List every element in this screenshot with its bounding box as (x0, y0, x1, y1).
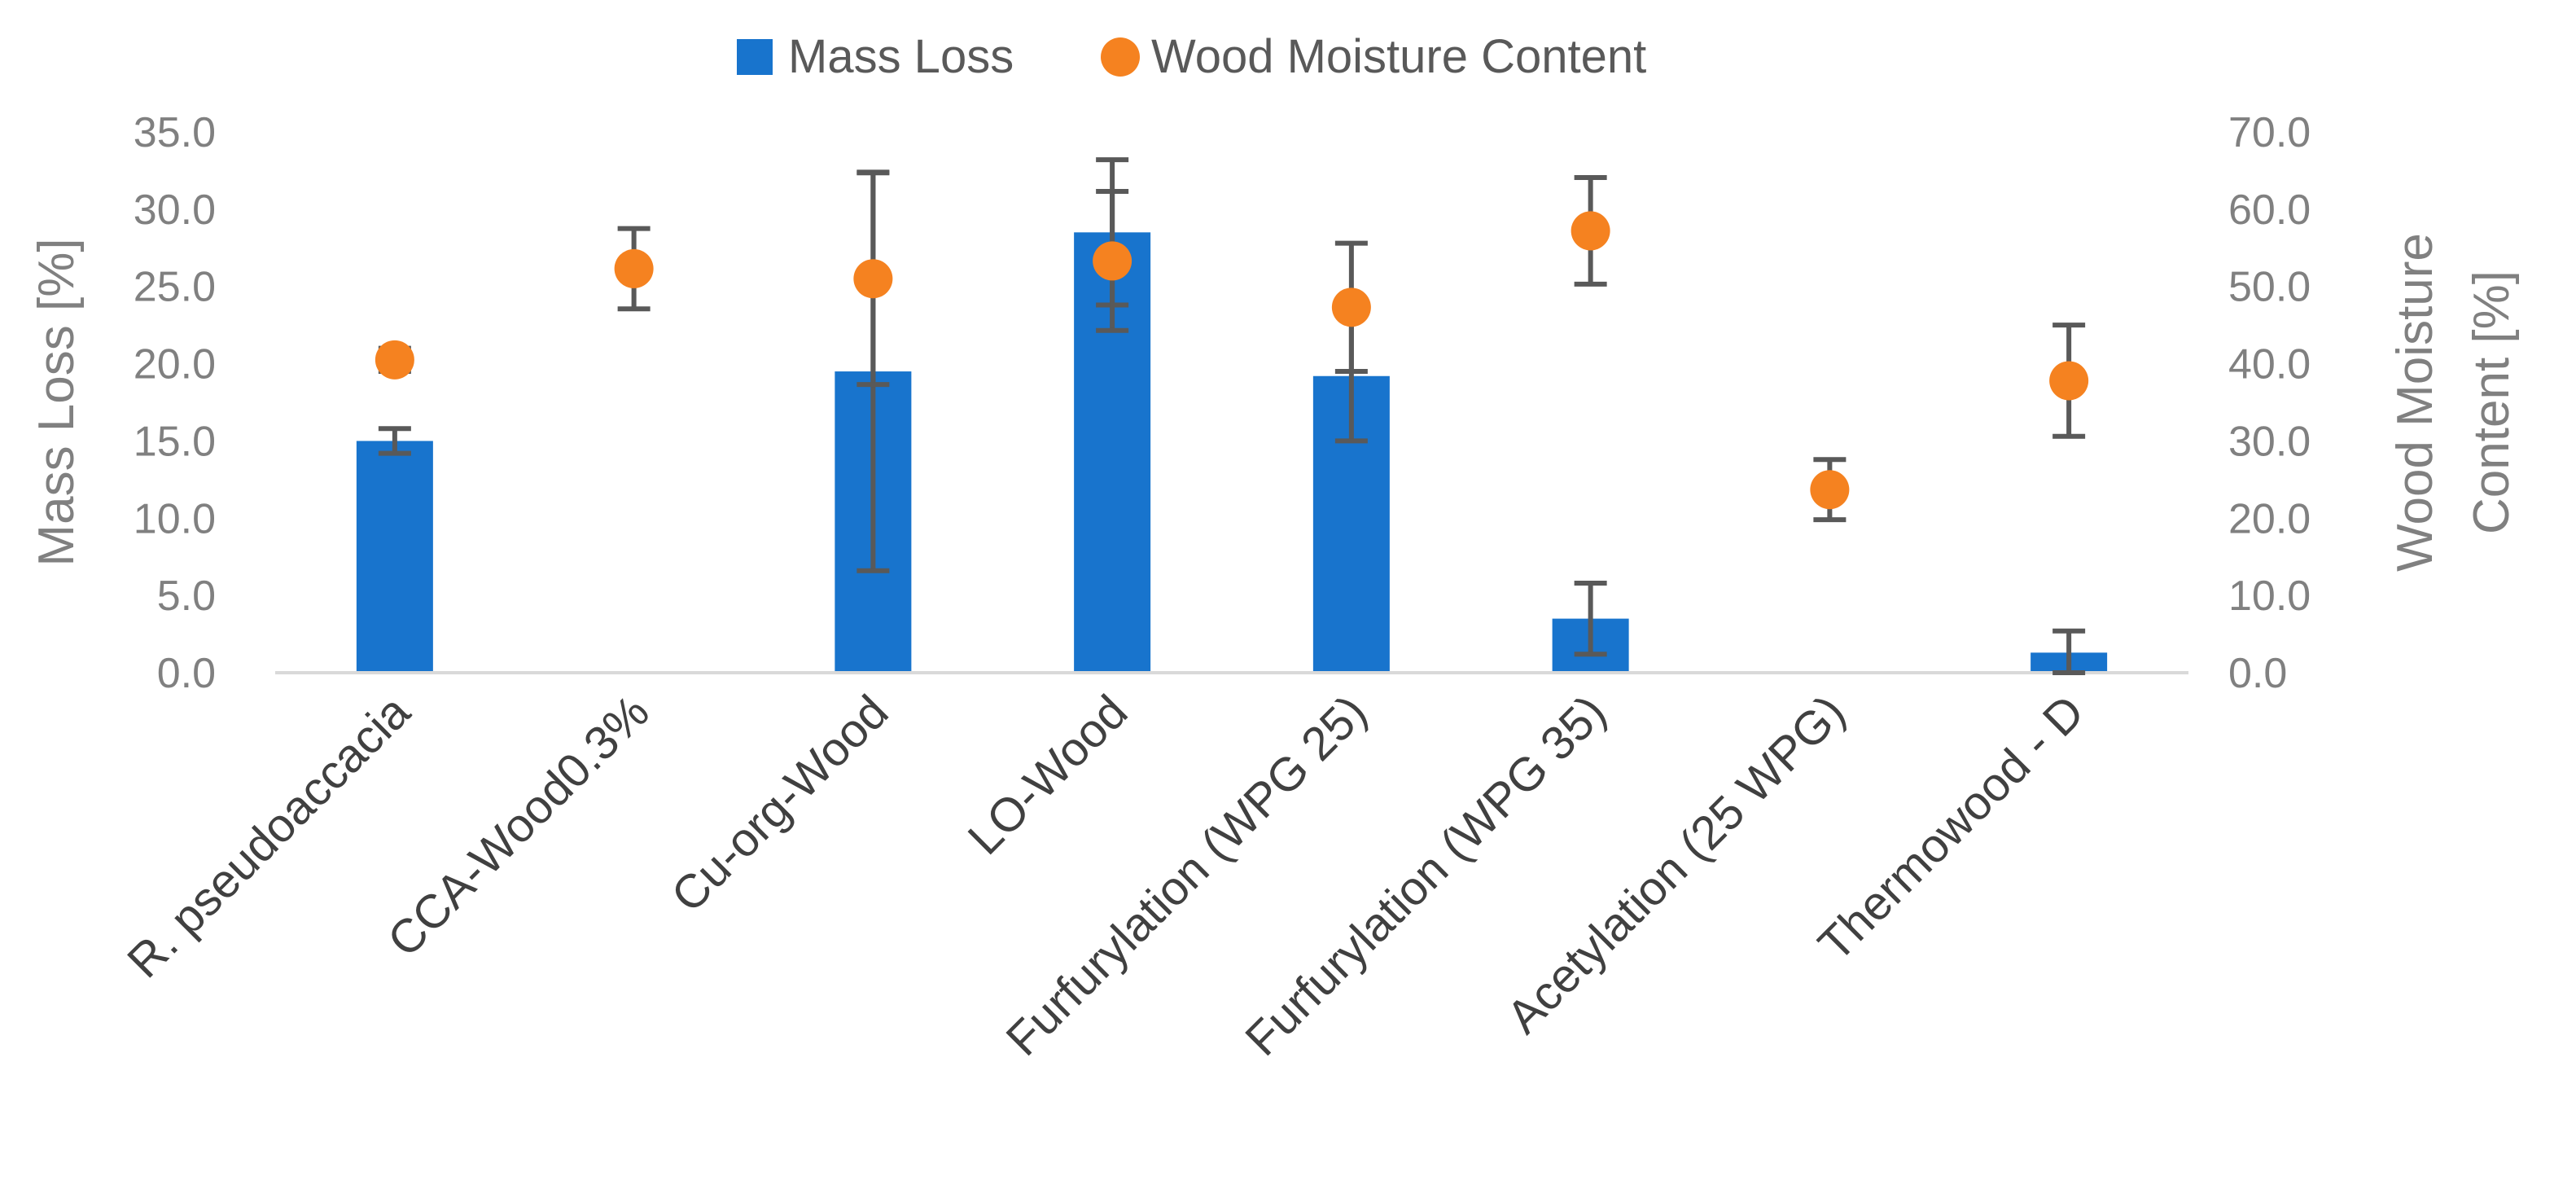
right-tick-label: 10.0 (2228, 573, 2311, 620)
left-axis-ticks: 0.0 5.0 10.0 15.0 20.0 25.0 30.0 35.0 (134, 109, 216, 697)
dot-moisture (1093, 241, 1132, 281)
legend-swatch-moisture (1101, 37, 1140, 77)
right-tick-label: 70.0 (2228, 109, 2311, 156)
legend-label-moisture: Wood Moisture Content (1151, 30, 1646, 83)
category-label: LO-Wood (958, 685, 1138, 865)
error-bar-mass-loss (2052, 628, 2086, 675)
category-label: Cu-org-Wood (661, 685, 898, 922)
dot-moisture (853, 259, 893, 299)
category-label: R. pseudoaccacia (117, 685, 421, 989)
left-axis-title: Mass Loss [%] (28, 238, 85, 566)
right-tick-label: 50.0 (2228, 264, 2311, 311)
right-axis-title-line-2: Content [%] (2464, 270, 2520, 534)
right-axis-title-line-1: Wood Moisture (2387, 233, 2443, 572)
right-axis-ticks: 0.0 10.0 20.0 30.0 40.0 50.0 60.0 70.0 (2228, 109, 2311, 697)
dot-moisture (1331, 287, 1371, 327)
left-tick-label: 5.0 (157, 573, 216, 620)
error-bar-mass-loss (1574, 580, 1607, 657)
legend-swatch-mass-loss (737, 39, 773, 75)
dot-moisture (2049, 361, 2089, 401)
category-label: Thermowood - D (1808, 685, 2094, 971)
right-tick-label: 30.0 (2228, 418, 2311, 465)
legend-label-mass-loss: Mass Loss (788, 30, 1014, 83)
error-bar-mass-loss (378, 426, 411, 456)
dot-moisture (1810, 470, 1850, 510)
moisture-dots (375, 211, 2089, 510)
left-tick-label: 15.0 (134, 418, 216, 465)
legend: Mass Loss Wood Moisture Content (737, 30, 1646, 83)
category-label: CCA-Wood0.3% (378, 685, 659, 967)
dot-moisture (375, 340, 414, 380)
left-tick-label: 30.0 (134, 187, 216, 234)
left-tick-label: 25.0 (134, 264, 216, 311)
right-tick-label: 0.0 (2228, 650, 2287, 697)
right-tick-label: 60.0 (2228, 187, 2311, 234)
left-tick-label: 10.0 (134, 495, 216, 542)
right-tick-label: 20.0 (2228, 495, 2311, 542)
dot-moisture (1571, 211, 1610, 251)
left-tick-label: 35.0 (134, 109, 216, 156)
bar-mass-loss (356, 441, 433, 673)
left-tick-label: 0.0 (157, 650, 216, 697)
left-tick-label: 20.0 (134, 341, 216, 388)
moisture-error-bars (378, 170, 2086, 523)
right-tick-label: 40.0 (2228, 341, 2311, 388)
dot-moisture (614, 248, 654, 288)
mass-loss-bars (356, 232, 2108, 673)
